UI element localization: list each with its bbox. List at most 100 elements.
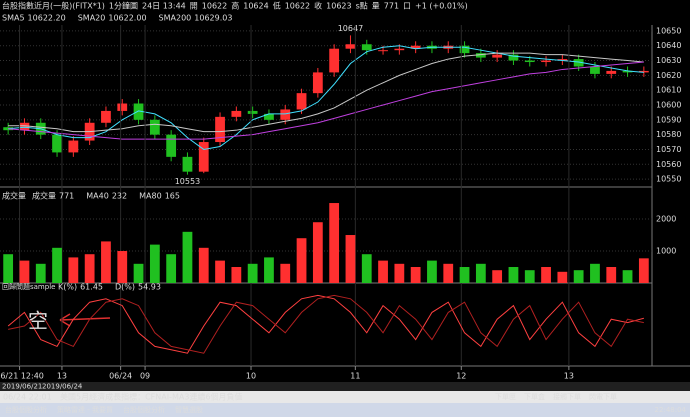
volume-bar — [573, 270, 584, 283]
candle-body — [280, 109, 291, 120]
header-text: s點 — [356, 1, 368, 11]
volume-bar — [638, 258, 649, 283]
kd-line — [8, 294, 644, 354]
legend-value: 61.45 — [80, 283, 103, 292]
taskbar-tab[interactable]: 台股個股分析 — [123, 405, 165, 414]
volume-bar — [606, 267, 617, 283]
candle-body — [133, 103, 144, 120]
candle-body — [410, 45, 421, 49]
candle-body — [459, 45, 470, 54]
legend-name: SMA5 — [2, 14, 25, 23]
volume-bar — [19, 260, 30, 283]
header-text: 10624 — [243, 2, 268, 11]
header-text: +1 (+0.01%) — [415, 2, 468, 11]
toolbar — [0, 382, 690, 391]
date-select[interactable]: 2019/06/24 — [42, 383, 83, 391]
y-tick-label: 10650 — [656, 26, 681, 35]
price-annotation: 10553 — [175, 177, 200, 186]
candle-body — [19, 122, 30, 131]
header-text: 口 — [403, 2, 411, 11]
y-tick-label: 10610 — [656, 86, 681, 95]
y-tick-label: 10620 — [656, 71, 681, 80]
volume-bar — [492, 270, 503, 283]
date-select[interactable]: 2019/06/21 — [2, 383, 42, 391]
legend-name: SMA200 — [159, 14, 192, 23]
candle-body — [198, 142, 209, 172]
candle-body — [378, 50, 388, 52]
candle-body — [475, 53, 486, 58]
volume-bar — [35, 263, 46, 283]
legend-name: D(%) — [115, 283, 135, 292]
legend-name: SMA20 — [78, 14, 106, 23]
volume-bar — [394, 263, 405, 283]
taskbar — [0, 403, 690, 417]
candle-body — [394, 48, 405, 51]
volume-bar — [312, 222, 323, 283]
ma-line — [8, 52, 644, 133]
taskbar-tab[interactable]: 台股個股分析 — [5, 405, 47, 414]
y-tick-label: 10570 — [656, 145, 681, 154]
candle-body — [312, 72, 323, 94]
news-time: 06/24 22:01 — [3, 393, 52, 402]
volume-bar — [443, 263, 454, 283]
volume-bar — [68, 257, 79, 283]
taskbar-tab[interactable]: 策略雷達 - 我要買 — [57, 405, 113, 414]
volume-bar — [378, 260, 388, 283]
volume-bar — [590, 263, 600, 283]
candle-body — [492, 54, 503, 58]
volume-bar — [475, 263, 486, 283]
candle-body — [622, 70, 633, 73]
news-bar — [0, 391, 690, 403]
candle-body — [590, 66, 600, 74]
y-tick-label: 10600 — [656, 101, 681, 110]
legend-value: 771 — [59, 192, 74, 201]
y-tick-label: 10580 — [656, 130, 681, 139]
panel-title: 成交量 — [2, 191, 26, 201]
volume-bar — [264, 257, 274, 283]
header-text: 1分鐘圖 — [109, 1, 138, 11]
candle-body — [329, 48, 340, 73]
volume-bar — [101, 241, 111, 283]
legend-value: 10622.00 — [108, 14, 146, 23]
candle-body — [182, 156, 193, 172]
order-button[interactable]: 閃電下單 — [589, 393, 617, 401]
x-tick-label: 13 — [564, 372, 574, 381]
legend-value: 232 — [112, 192, 127, 201]
volume-bar — [182, 231, 193, 283]
legend-value: 10622.20 — [28, 14, 66, 23]
candle-body — [508, 54, 519, 61]
candle-body — [231, 110, 242, 117]
volume-bar — [345, 235, 356, 283]
volume-bar — [52, 247, 62, 283]
volume-bar — [427, 260, 437, 283]
volume-bar — [247, 263, 258, 283]
header-text: 台股指數近月(一般)(FITX*1) — [2, 1, 105, 11]
volume-bar — [508, 267, 519, 283]
taskbar-tab[interactable]: 智慧選股 — [175, 405, 203, 414]
x-tick-label: 13 — [57, 372, 67, 381]
volume-bar — [280, 263, 291, 283]
candle-body — [117, 103, 128, 111]
volume-bar — [231, 267, 242, 283]
candle-body — [101, 110, 111, 123]
candle-body — [557, 59, 568, 61]
y-tick-label: 10550 — [656, 175, 681, 184]
header-text: 771 — [384, 2, 399, 11]
volume-bar — [361, 254, 372, 283]
order-button[interactable]: 下單匣 — [495, 393, 516, 401]
header-text: 開 — [190, 2, 198, 11]
candle-body — [573, 59, 584, 67]
y-tick-label: 1000 — [656, 247, 676, 256]
order-button[interactable]: 下單盒 — [524, 392, 545, 401]
ma-line — [8, 45, 644, 150]
y-tick-label: 10640 — [656, 41, 681, 50]
volume-bar — [117, 251, 128, 283]
legend-value: 54.93 — [138, 283, 161, 292]
x-tick-label: 11 — [350, 372, 360, 381]
panel-title: 回歸問題sample — [2, 282, 55, 291]
candle-body — [247, 110, 258, 114]
handwritten-note: 空 — [28, 309, 48, 333]
header-text: 量 — [372, 2, 380, 11]
order-button[interactable]: 接觸下單 — [553, 392, 581, 401]
